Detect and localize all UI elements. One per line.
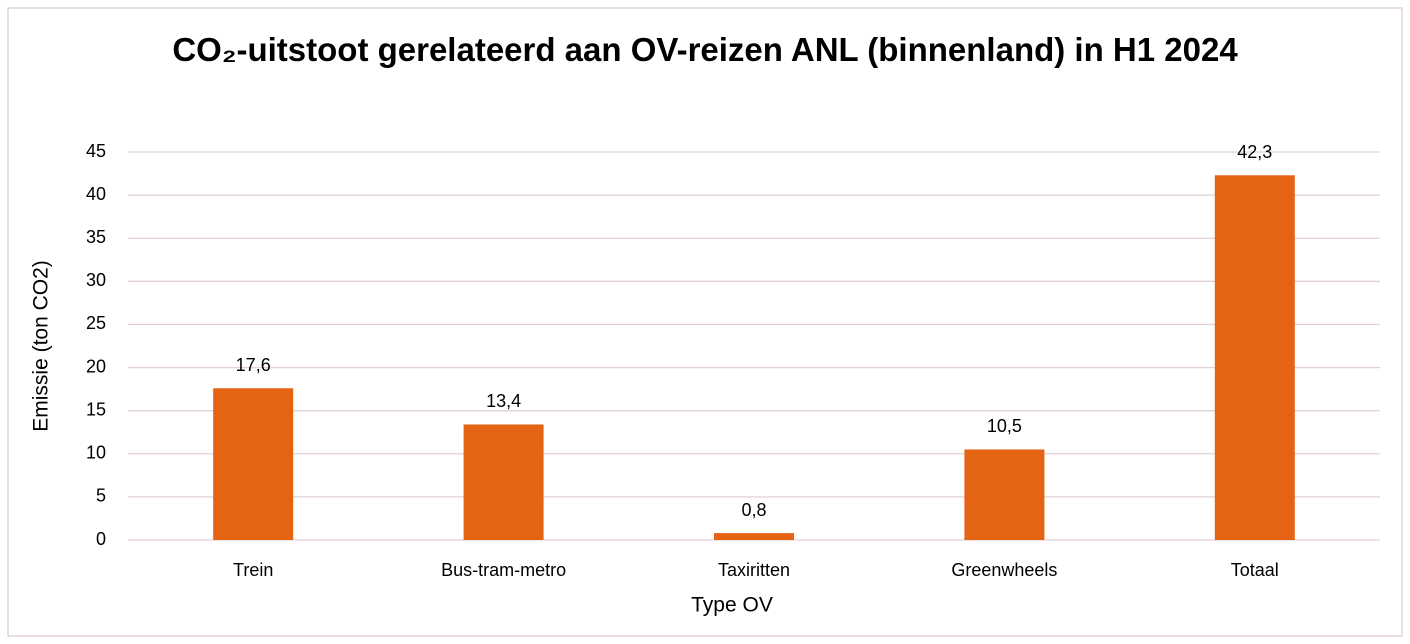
data-label: 17,6: [236, 355, 271, 375]
x-tick-label: Trein: [233, 560, 273, 580]
x-tick-label: Taxiritten: [718, 560, 790, 580]
data-label: 13,4: [486, 391, 521, 411]
y-tick-label: 35: [86, 227, 106, 247]
y-tick-label: 20: [86, 356, 106, 376]
bar: [964, 449, 1045, 540]
x-tick-label: Bus-tram-metro: [441, 560, 566, 580]
chart-border: [7, 7, 1403, 637]
y-tick-label: 45: [86, 141, 106, 161]
chart-title: CO₂-uitstoot gerelateerd aan OV-reizen A…: [172, 31, 1238, 68]
bar: [714, 533, 794, 540]
x-tick-label: Totaal: [1231, 560, 1279, 580]
y-axis-label: Emissie (ton CO2): [30, 260, 53, 432]
y-tick-label: 0: [96, 529, 106, 549]
x-tick-label: Greenwheels: [951, 560, 1057, 580]
data-label: 42,3: [1237, 142, 1272, 162]
y-tick-label: 25: [86, 313, 106, 333]
y-tick-label: 40: [86, 184, 106, 204]
data-label: 10,5: [987, 416, 1022, 436]
x-axis-label: Type OV: [691, 594, 773, 617]
y-tick-label: 5: [96, 486, 106, 506]
y-tick-label: 10: [86, 443, 106, 463]
bar: [463, 424, 544, 540]
bar: [1214, 175, 1295, 540]
y-tick-label: 30: [86, 270, 106, 290]
y-tick-label: 15: [86, 399, 106, 419]
data-label: 0,8: [741, 500, 766, 520]
bar: [213, 388, 294, 540]
